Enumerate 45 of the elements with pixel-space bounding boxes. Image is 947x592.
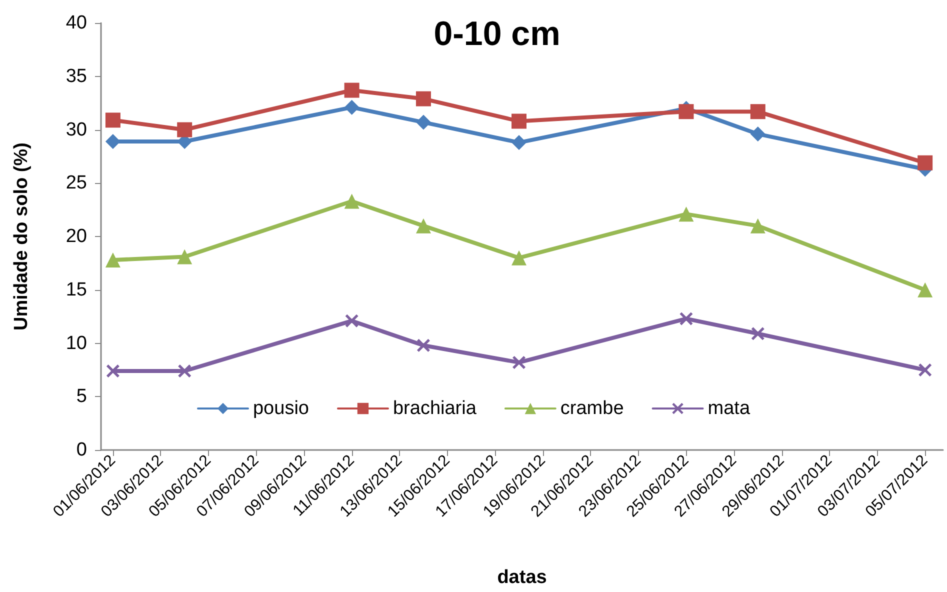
- y-tick-label: 10: [66, 332, 87, 354]
- y-tick-label: 25: [66, 172, 87, 194]
- point: [918, 155, 933, 170]
- y-tick-label: 40: [66, 12, 87, 34]
- point: [345, 314, 358, 328]
- point: [344, 100, 360, 115]
- point: [106, 364, 120, 378]
- point: [512, 356, 526, 369]
- point: [105, 252, 120, 268]
- y-tick-label: 15: [66, 279, 87, 300]
- point: [751, 327, 764, 340]
- point: [416, 91, 431, 106]
- legend-label: crambe: [560, 398, 624, 419]
- legend-label: pousio: [252, 398, 309, 419]
- y-tick-label: 0: [76, 440, 87, 460]
- point: [416, 114, 431, 130]
- point: [416, 338, 430, 352]
- point: [750, 104, 766, 120]
- point: [750, 126, 766, 142]
- point: [105, 112, 120, 128]
- legend-label: brachiaria: [392, 398, 477, 419]
- x-axis-title: datas: [497, 567, 547, 588]
- point: [512, 114, 527, 129]
- point: [680, 312, 693, 326]
- point: [344, 194, 360, 209]
- point: [512, 135, 527, 150]
- point: [178, 364, 192, 378]
- chart-title: 0-10 cm: [434, 15, 560, 53]
- point: [918, 363, 932, 376]
- point: [750, 218, 766, 234]
- point: [105, 134, 120, 149]
- y-tick-label: 5: [76, 386, 87, 408]
- legend-label: mata: [708, 398, 750, 419]
- y-axis-title: Umidade do solo (%): [11, 142, 32, 330]
- y-tick-label: 35: [66, 66, 87, 87]
- point: [344, 82, 360, 98]
- point: [177, 249, 192, 264]
- point: [678, 104, 694, 120]
- y-tick-label: 30: [66, 119, 87, 140]
- point: [177, 122, 192, 138]
- point: [678, 206, 694, 222]
- point: [416, 218, 431, 234]
- point: [512, 250, 527, 266]
- point: [918, 282, 933, 298]
- y-tick-label: 20: [66, 226, 87, 247]
